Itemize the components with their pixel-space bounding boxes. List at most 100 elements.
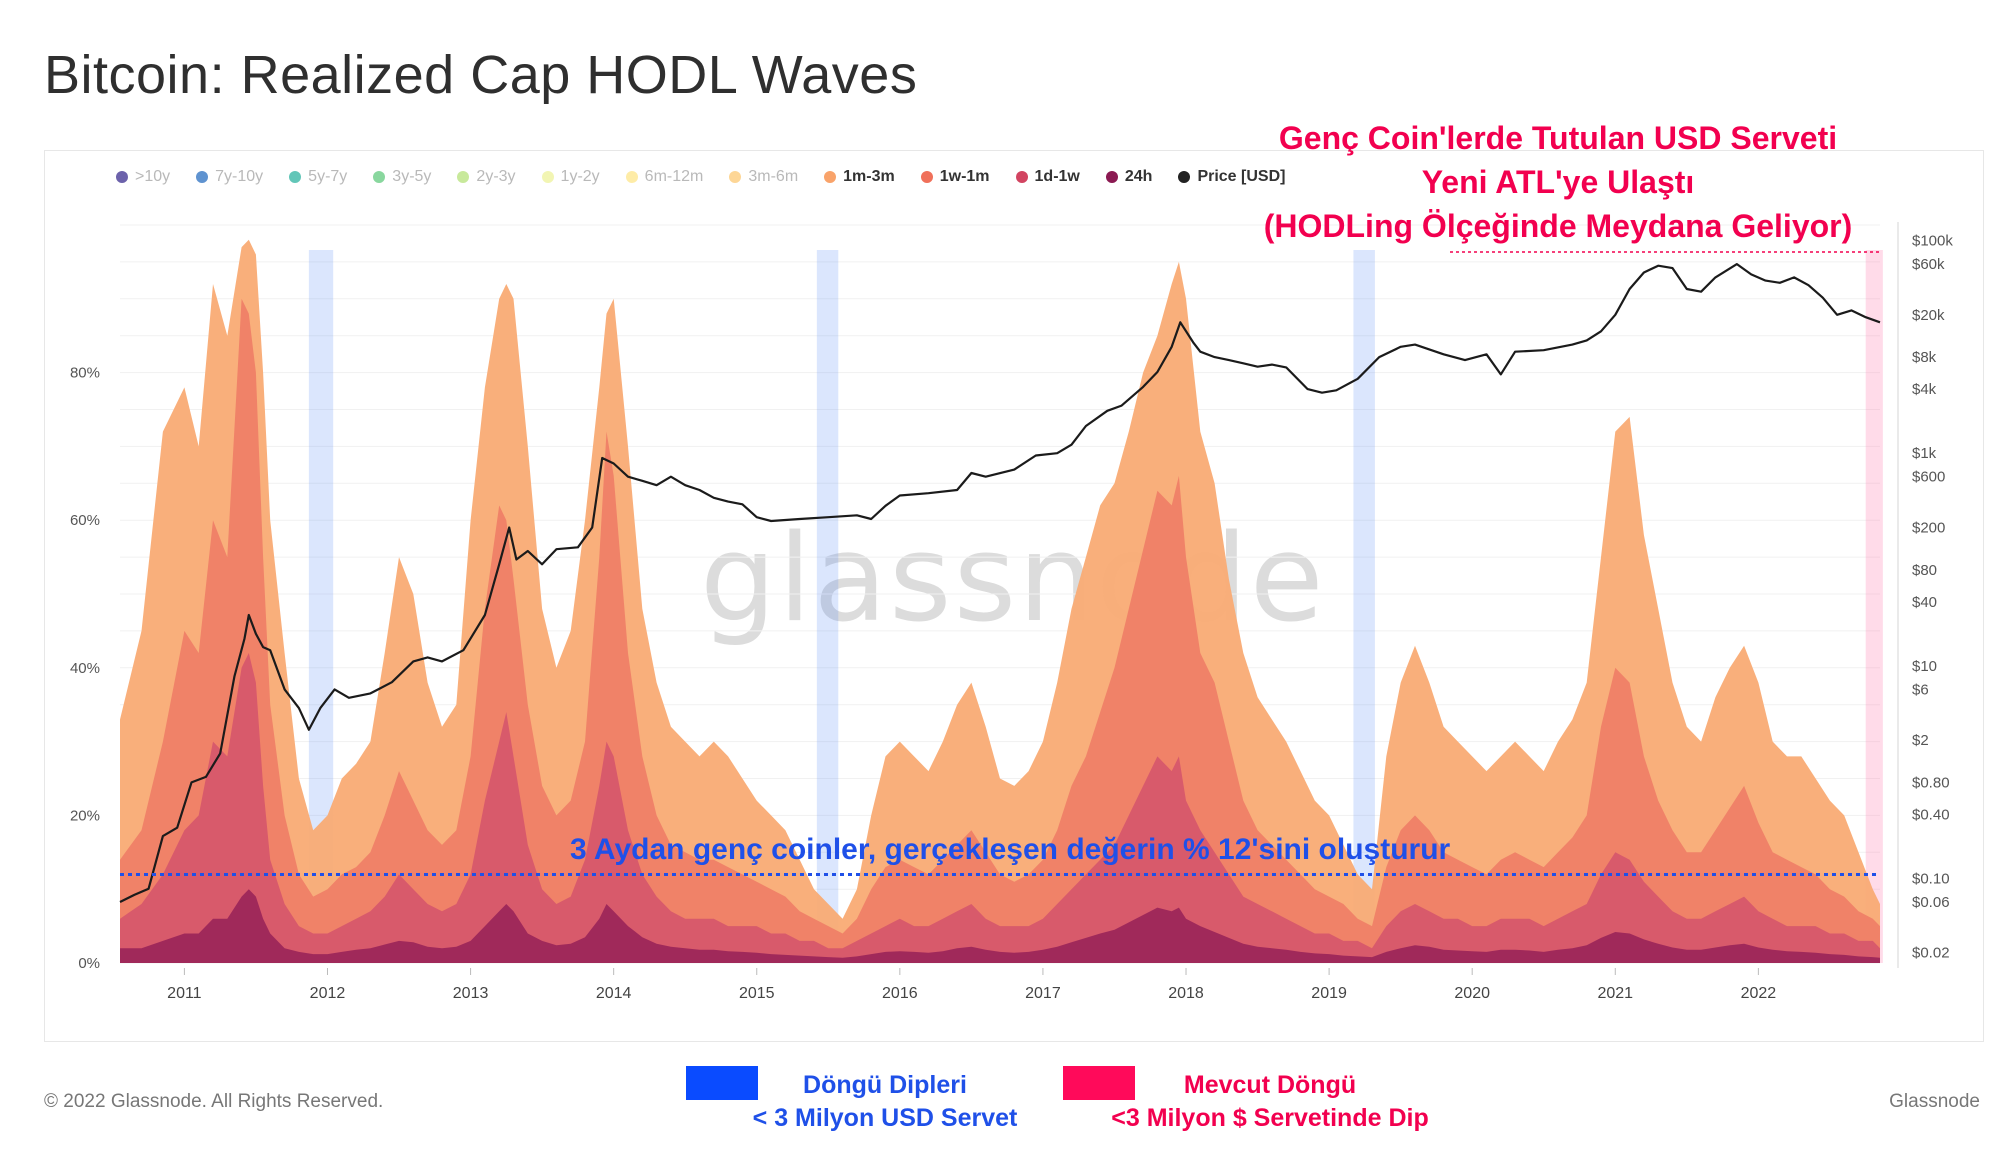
- x-tick-label: 2020: [1454, 985, 1490, 1002]
- y-right-tick-label: $60k: [1912, 256, 1945, 273]
- x-tick-label: 2018: [1168, 985, 1204, 1002]
- x-tick-label: 2014: [596, 985, 632, 1002]
- legend-dot: [1015, 171, 1028, 183]
- legend-item-3m-6m[interactable]: 3m-6m: [729, 168, 798, 186]
- legend-dot: [824, 171, 837, 183]
- legend-label: Price [USD]: [1197, 168, 1286, 185]
- y-right-tick-label: $200: [1912, 519, 1945, 536]
- legend-label: 24h: [1124, 168, 1153, 185]
- legend-dot: [1105, 171, 1118, 183]
- legend-item-10y-plus[interactable]: >10y: [116, 168, 170, 186]
- y-right-tick-label: $1k: [1912, 445, 1937, 462]
- y-left-tick-label: 40%: [70, 660, 100, 677]
- legend-label: 3m-6m: [748, 168, 799, 185]
- legend-label: >10y: [135, 168, 171, 185]
- legend-label: 1m-3m: [843, 168, 895, 185]
- legend-item-7y-10y[interactable]: 7y-10y: [196, 168, 263, 186]
- legend-label: 2y-3y: [476, 168, 516, 185]
- y-right-tick-label: $0.06: [1912, 894, 1950, 911]
- legend-dot: [625, 171, 638, 183]
- current-cycle-title: Mevcut Döngü: [1183, 1071, 1357, 1099]
- y-right-tick-label: $0.10: [1912, 870, 1950, 887]
- legend-item-1m-3m[interactable]: 1m-3m: [824, 168, 895, 186]
- price-line: [119, 263, 1881, 903]
- y-right-tick-label: $100k: [1912, 233, 1953, 250]
- legend-item-1w-1m[interactable]: 1w-1m: [920, 168, 990, 186]
- legend-dot: [373, 171, 386, 183]
- current-cycle-sub: <3 Milyon $ Servetinde Dip: [1111, 1104, 1429, 1132]
- annotation-threshold: 3 Aydan genç coinler, gerçekleşen değeri…: [570, 833, 1451, 866]
- legend: >10y 7y-10y 5y-7y 3y-5y 2y-3y 1y-2y 6m-1…: [116, 168, 1285, 186]
- legend-dot: [1178, 171, 1191, 183]
- y-left-tick-label: 60%: [70, 512, 100, 529]
- brand-footer: Glassnode: [1889, 1091, 1980, 1112]
- legend-dot: [289, 171, 302, 183]
- cycle-bottom-band: [1353, 250, 1375, 963]
- area-1d-1w: [120, 653, 1880, 963]
- annotation-top: Genç Coin'lerde Tutulan USD Serveti Yeni…: [1248, 116, 1868, 248]
- chart-title: Bitcoin: Realized Cap HODL Waves: [44, 45, 918, 105]
- x-tick-label: 2017: [1025, 985, 1061, 1002]
- x-tick-label: 2015: [739, 985, 775, 1002]
- area-24h: [120, 889, 1880, 963]
- annotation-top-line-1: Genç Coin'lerde Tutulan USD Serveti: [1278, 120, 1838, 156]
- annotation-top-line-3: (HODLing Ölçeğinde Meydana Geliyor): [1263, 208, 1853, 244]
- legend-label: 1y-2y: [560, 168, 600, 185]
- current-cycle-swatch: [1063, 1066, 1135, 1100]
- x-tick-label: 2013: [453, 985, 489, 1002]
- y-right-tick-label: $0.02: [1912, 945, 1950, 962]
- cycle-bottom-sub: < 3 Milyon USD Servet: [752, 1104, 1018, 1132]
- annotation-top-line-2: Yeni ATL'ye Ulaştı: [1421, 164, 1695, 200]
- cycle-bottom-band: [816, 250, 839, 963]
- legend-dot: [457, 171, 470, 183]
- legend-item-1y-2y[interactable]: 1y-2y: [541, 168, 600, 186]
- legend-item-3y-5y[interactable]: 3y-5y: [373, 168, 431, 186]
- current-cycle-band: [1865, 250, 1883, 963]
- legend-dot: [116, 171, 128, 183]
- y-right-tick-label: $8k: [1912, 349, 1937, 366]
- legend-label: 6m-12m: [644, 168, 704, 185]
- x-tick-label: 2019: [1311, 985, 1347, 1002]
- x-tick-label: 2012: [310, 985, 346, 1002]
- current-cycle-caption: Mevcut Döngü <3 Milyon $ Servetinde Dip: [1090, 1069, 1450, 1135]
- y-left-tick-label: 80%: [70, 365, 100, 382]
- x-tick-label: 2016: [882, 985, 918, 1002]
- copyright: © 2022 Glassnode. All Rights Reserved.: [44, 1091, 384, 1112]
- area-1w-1m: [120, 298, 1880, 963]
- x-tick-label: 2022: [1741, 985, 1777, 1002]
- y-right-tick-label: $40: [1912, 594, 1937, 611]
- y-right-tick-label: $20k: [1912, 307, 1945, 324]
- y-right-tick-label: $0.40: [1912, 806, 1950, 823]
- legend-label: 5y-7y: [308, 168, 348, 185]
- legend-dot: [196, 171, 209, 183]
- cycle-bottom-title: Döngü Dipleri: [803, 1071, 967, 1099]
- legend-item-2y-3y[interactable]: 2y-3y: [457, 168, 516, 186]
- legend-item-24h[interactable]: 24h: [1105, 168, 1153, 186]
- legend-item-5y-7y[interactable]: 5y-7y: [289, 168, 347, 186]
- cycle-bottom-swatch: [686, 1066, 758, 1100]
- y-right-tick-label: $10: [1912, 658, 1937, 675]
- cycle-bottom-caption: Döngü Dipleri < 3 Milyon USD Servet: [720, 1069, 1050, 1135]
- chart-frame: [44, 150, 1984, 1042]
- y-left-tick-label: 0%: [78, 955, 100, 972]
- area-1m-3m: [120, 239, 1880, 964]
- legend-dot: [729, 171, 742, 183]
- legend-dot: [541, 171, 554, 183]
- legend-item-1d-1w[interactable]: 1d-1w: [1015, 168, 1080, 186]
- y-right-tick-label: $80: [1912, 562, 1937, 579]
- legend-label: 7y-10y: [215, 168, 264, 185]
- y-right-tick-label: $4k: [1912, 381, 1937, 398]
- y-right-tick-label: $6: [1912, 681, 1929, 698]
- legend-label: 3y-5y: [392, 168, 432, 185]
- legend-label: 1w-1m: [939, 168, 990, 185]
- y-right-tick-label: $0.80: [1912, 774, 1950, 791]
- y-left-tick-label: 20%: [70, 807, 100, 824]
- legend-label: 1d-1w: [1034, 168, 1080, 185]
- y-right-tick-label: $2: [1912, 732, 1929, 749]
- y-right-tick-label: $600: [1912, 469, 1945, 486]
- legend-dot: [920, 171, 933, 183]
- x-tick-label: 2011: [167, 985, 202, 1002]
- legend-item-6m-12m[interactable]: 6m-12m: [625, 168, 704, 186]
- legend-item-price[interactable]: Price [USD]: [1178, 168, 1285, 186]
